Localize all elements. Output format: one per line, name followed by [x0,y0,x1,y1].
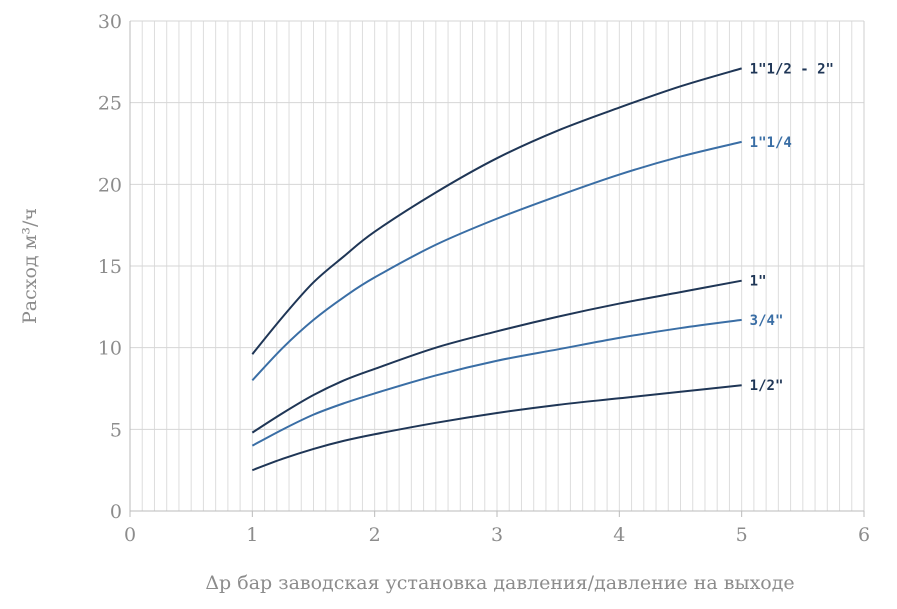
grid [130,20,864,511]
y-axis-label: Расход м³/ч [19,208,41,324]
series-label: 1"1/2 - 2" [750,61,834,77]
y-tick-label: 10 [98,338,122,360]
series-line [251,279,742,434]
y-tick-label: 30 [98,11,122,33]
series-label: 3/4" [750,313,784,329]
x-tick-label: 3 [491,524,503,546]
x-tick-label: 1 [246,524,258,546]
series-line [251,67,742,355]
series-label: 1" [750,274,767,290]
axes: 0 1 2 3 4 5 6 0 5 10 15 20 25 30 [98,11,870,546]
y-tick-label: 20 [98,174,122,196]
series-line [251,384,742,472]
y-tick-label: 25 [98,93,122,115]
series-labels: 1"1/2 - 2" 1"1/4 1" 3/4" 1/2" [750,61,834,394]
series-line [251,318,742,447]
series-line [251,140,742,382]
series-label: 1"1/4 [750,135,792,151]
x-tick-label: 4 [613,524,625,546]
x-tick-label: 2 [369,524,381,546]
x-tick-label: 5 [736,524,748,546]
series-label: 1/2" [750,378,784,394]
y-tick-label: 5 [110,419,122,441]
x-axis-label: Δр бар заводская установка давления/давл… [205,572,794,594]
y-tick-label: 15 [98,256,122,278]
series-lines [251,67,742,472]
x-tick-label: 0 [124,524,136,546]
y-tick-label: 0 [110,501,122,523]
x-tick-label: 6 [858,524,870,546]
